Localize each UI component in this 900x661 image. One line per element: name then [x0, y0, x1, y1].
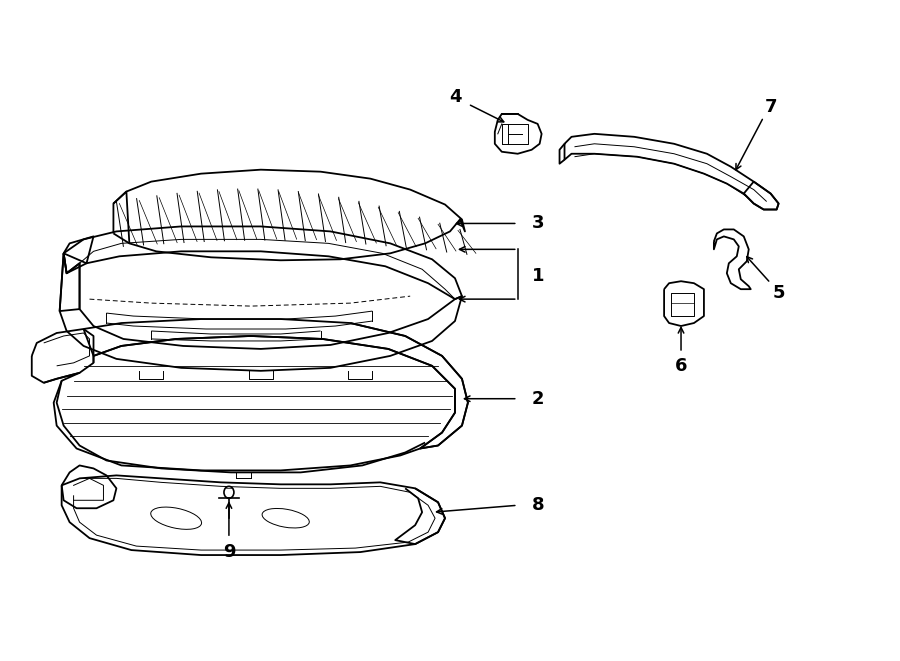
- Text: 3: 3: [532, 214, 544, 233]
- Text: 8: 8: [532, 496, 544, 514]
- Text: 9: 9: [222, 543, 235, 561]
- Text: 7: 7: [764, 98, 777, 116]
- Text: 1: 1: [532, 267, 544, 286]
- Text: 2: 2: [532, 390, 544, 408]
- Text: 5: 5: [772, 284, 785, 302]
- Text: 4: 4: [449, 88, 461, 106]
- Text: 6: 6: [675, 357, 688, 375]
